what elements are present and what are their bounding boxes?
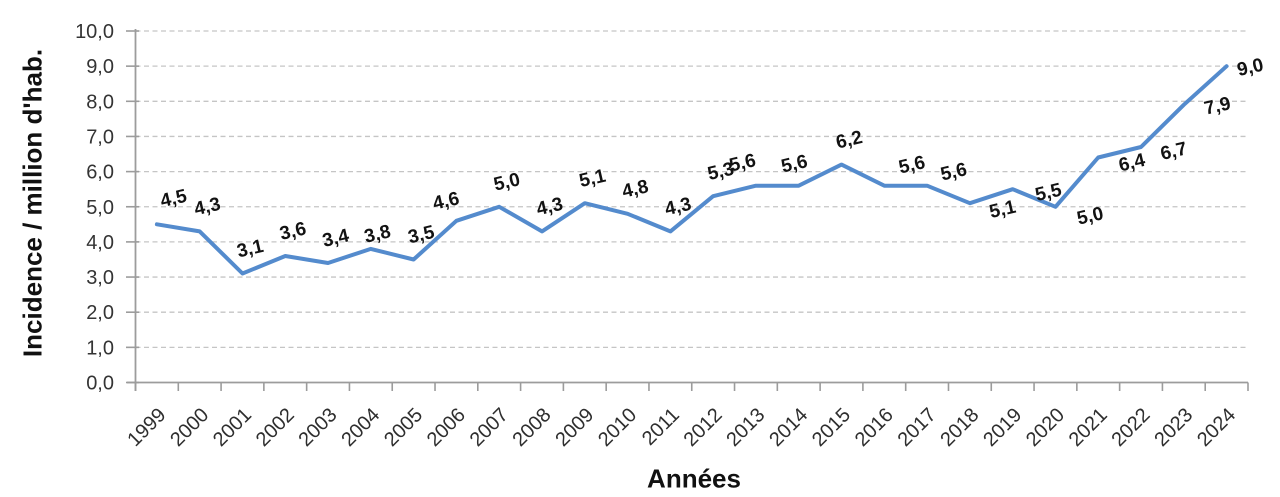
x-tick-label: 2002 (252, 404, 299, 451)
y-axis-title: Incidence / million d'hab. (17, 48, 48, 358)
x-tick-label: 2008 (509, 404, 556, 451)
data-point-label: 4,3 (535, 194, 565, 220)
x-tick-label: 2001 (209, 404, 256, 451)
data-point-label: 7,9 (1202, 93, 1232, 119)
y-tick-label: 4,0 (86, 232, 114, 254)
y-tick-label: 10,0 (75, 21, 114, 43)
data-point-label: 3,1 (235, 236, 266, 263)
data-point-label: 5,6 (727, 150, 757, 176)
data-point-label: 3,6 (278, 218, 308, 244)
y-tick-label: 2,0 (86, 302, 114, 324)
data-point-label: 6,2 (834, 127, 864, 153)
x-tick-label: 2014 (765, 404, 812, 451)
x-tick-label: 2013 (722, 404, 769, 451)
x-tick-label: 2015 (808, 404, 855, 451)
y-tick-label: 1,0 (86, 337, 114, 359)
data-point-label: 3,4 (321, 225, 352, 252)
x-tick-label: 2018 (936, 404, 983, 451)
y-tick-label: 5,0 (86, 197, 114, 219)
x-tick-label: 2022 (1108, 404, 1155, 451)
data-point-label: 5,1 (577, 166, 608, 193)
x-axis-title: Années (647, 463, 741, 494)
y-tick-label: 8,0 (86, 91, 114, 113)
data-point-label: 5,6 (897, 152, 927, 178)
data-point-label: 4,8 (620, 176, 650, 202)
data-point-label: 9,0 (1235, 55, 1265, 81)
x-tick-label: 2000 (166, 404, 213, 451)
y-tick-label: 0,0 (86, 373, 114, 395)
y-tick-label: 9,0 (86, 56, 114, 78)
x-tick-label: 2020 (1022, 404, 1069, 451)
x-tick-label: 2010 (594, 404, 641, 451)
x-tick-label: 2003 (295, 404, 342, 451)
data-point-label: 4,6 (431, 188, 461, 214)
x-tick-label: 2011 (638, 404, 684, 450)
x-tick-label: 1999 (123, 404, 170, 451)
y-tick-label: 6,0 (86, 162, 114, 184)
x-tick-label: 2024 (1193, 404, 1240, 451)
data-point-label: 4,5 (158, 186, 189, 213)
x-tick-label: 2012 (680, 404, 727, 451)
x-tick-label: 2004 (337, 404, 384, 451)
x-tick-label: 2023 (1150, 404, 1197, 451)
data-series-line (154, 64, 1229, 276)
x-tick-label: 2016 (851, 404, 898, 451)
data-point-label: 5,1 (987, 197, 1018, 224)
data-point-label: 6,7 (1159, 138, 1189, 164)
x-tick-label: 2019 (979, 404, 1026, 451)
data-point-label: 5,6 (939, 159, 969, 185)
y-tick-label: 7,0 (86, 126, 114, 148)
data-point-label: 5,6 (779, 151, 809, 177)
data-point-label: 5,0 (492, 169, 522, 195)
data-point-label: 5,0 (1075, 203, 1105, 229)
x-tick-label: 2005 (380, 404, 427, 451)
x-tick-label: 2021 (1065, 404, 1112, 451)
y-tick-label: 3,0 (86, 267, 114, 289)
data-point-label: 4,3 (192, 194, 222, 220)
x-tick-label: 2007 (466, 404, 513, 451)
x-tick-label: 2006 (423, 404, 470, 451)
x-tick-label: 2017 (894, 404, 941, 451)
x-tick-label: 2009 (551, 404, 598, 451)
data-point-label: 3,8 (362, 221, 392, 247)
data-point-label: 6,4 (1117, 150, 1148, 177)
